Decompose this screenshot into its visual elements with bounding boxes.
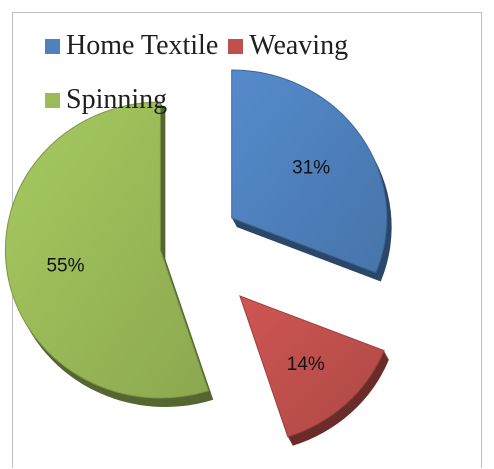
- legend-item-home-textile: Home Textile: [45, 30, 218, 62]
- data-label-weaving: 14%: [287, 354, 325, 375]
- legend-row: Home Textile Weaving: [45, 30, 445, 62]
- pie-slice-home-textile: [231, 69, 388, 274]
- pie-slice-weaving: [239, 295, 385, 438]
- legend-item-spinning: Spinning: [45, 84, 167, 116]
- legend-label-spinning: Spinning: [66, 84, 168, 115]
- pie-slice-spinning: [4, 101, 209, 399]
- legend-swatch-spinning: [45, 92, 60, 108]
- data-label-spinning: 55%: [46, 255, 84, 276]
- data-label-home-textile: 31%: [292, 157, 330, 178]
- legend-row: Spinning: [45, 84, 445, 116]
- legend-label-weaving: Weaving: [249, 30, 349, 61]
- legend-swatch-weaving: [228, 38, 244, 54]
- legend-label-home-textile: Home Textile: [66, 30, 219, 61]
- legend-swatch-home-textile: [45, 38, 60, 54]
- legend-item-weaving: Weaving: [228, 30, 348, 62]
- legend: Home Textile Weaving Spinning: [45, 30, 445, 116]
